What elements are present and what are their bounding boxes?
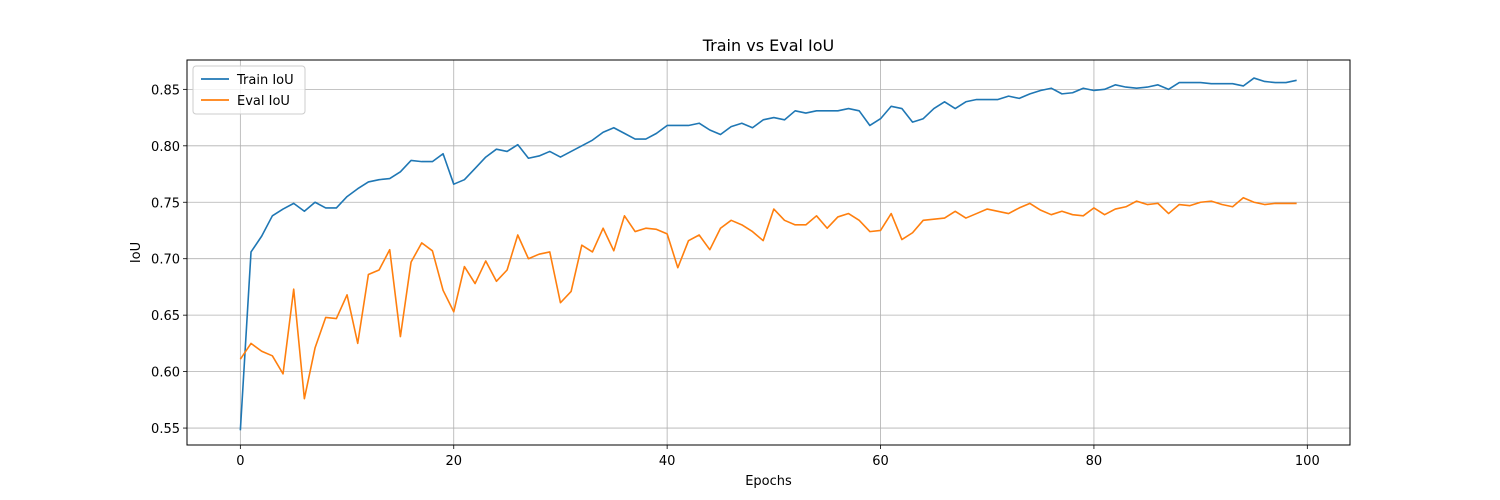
x-tick-label: 20 bbox=[445, 454, 462, 469]
axis-ticks: 0 20 40 60 80 100 0.55 0.60 0.65 0.70 0.75 0.80 0.85 bbox=[151, 83, 1320, 469]
legend-label-eval-iou: Eval IoU bbox=[237, 94, 290, 109]
series-line-train-iou bbox=[239, 77, 1297, 431]
grid bbox=[187, 60, 1350, 445]
y-tick-label: 0.80 bbox=[151, 140, 180, 155]
y-tick-label: 0.70 bbox=[151, 253, 180, 268]
x-tick-label: 100 bbox=[1295, 454, 1320, 469]
plot-frame bbox=[186, 59, 1351, 446]
y-tick-label: 0.55 bbox=[151, 422, 180, 437]
series-lines bbox=[239, 77, 1297, 431]
legend-label-train-iou: Train IoU bbox=[236, 73, 294, 88]
y-tick-label: 0.85 bbox=[151, 83, 180, 98]
legend-box bbox=[192, 65, 306, 115]
x-tick-label: 80 bbox=[1086, 454, 1103, 469]
series-line-eval-iou bbox=[239, 196, 1297, 400]
x-tick-label: 40 bbox=[659, 454, 676, 469]
y-axis-label: IoU bbox=[129, 242, 144, 263]
x-axis-label: Epochs bbox=[745, 474, 792, 489]
y-tick-label: 0.75 bbox=[151, 196, 180, 211]
y-tick-label: 0.65 bbox=[151, 309, 180, 324]
legend: Train IoU Eval IoU bbox=[192, 65, 306, 115]
y-tick-label: 0.60 bbox=[151, 366, 180, 381]
x-tick-label: 60 bbox=[872, 454, 889, 469]
chart-title: Train vs Eval IoU bbox=[702, 36, 835, 55]
x-tick-label: 0 bbox=[236, 454, 244, 469]
